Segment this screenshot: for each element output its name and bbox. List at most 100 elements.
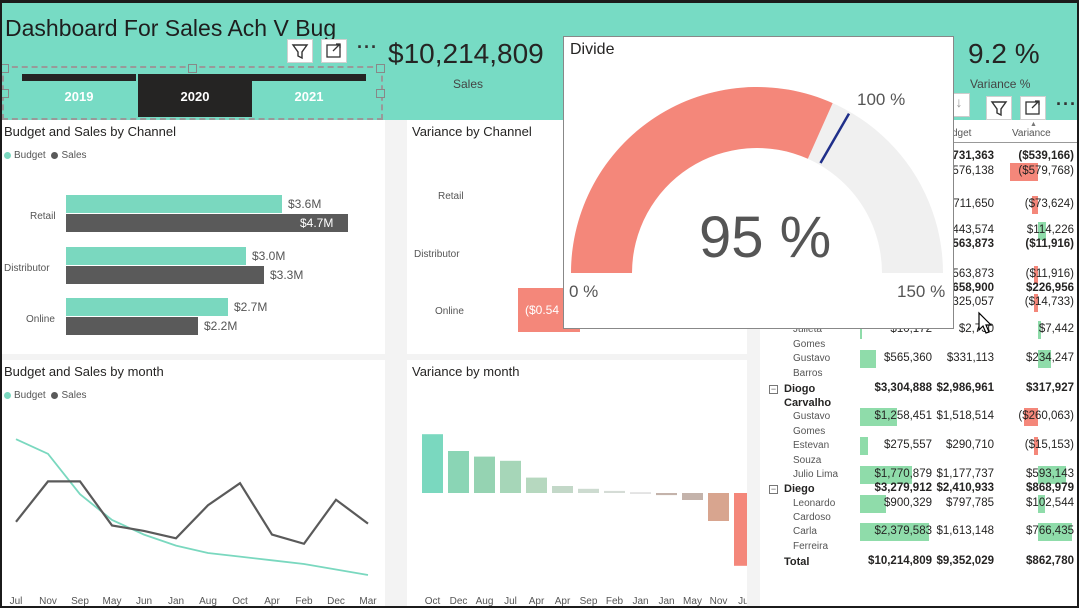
bar-budget-online[interactable] [66,298,228,316]
slicer-year-2020[interactable]: 2020 [138,74,252,117]
more-options-icon[interactable]: ··· [1056,94,1077,114]
gauge-target-line [819,113,851,164]
table-row[interactable]: Leonardo $900,329 $797,785 $102,544 [760,495,1077,513]
legend-dot-sales [51,391,59,399]
budget-sales-month-chart[interactable]: Jul Nov Sep May Jun Jan Aug Oct Apr Feb Dec Mar [2,360,385,606]
panel-title: Variance by Channel [412,124,532,139]
table-row[interactable]: − Diego $3,279,912 $2,410,933 $868,979 [760,482,1077,496]
x-tick-label: Oct [232,596,248,606]
cell-budget: $658,900 [946,282,994,294]
variance-data-bar [1034,266,1038,284]
variance-bar[interactable] [656,493,677,496]
collapse-icon[interactable]: − [769,484,778,494]
table-row[interactable]: Estevan $275,557 $290,710 ($15,153) [760,437,1077,455]
table-row[interactable]: ,576,138 ($579,768) [760,163,1077,181]
table-row[interactable]: ,731,363 ($539,166) [760,150,1077,164]
resize-handle[interactable] [188,64,197,73]
table-row[interactable]: Gomes [760,425,1077,439]
variance-bar[interactable] [552,486,573,493]
table-row[interactable]: $563,873 ($11,916) [760,238,1077,252]
cell-budget: $331,113 [946,352,994,364]
gauge-visual[interactable]: Divide 95 % 0 % 150 % 100 % [563,36,954,329]
sort-arrow-icon[interactable]: ▲ [1030,121,1037,128]
variance-bar[interactable] [708,493,729,521]
table-row[interactable]: Gustavo $1,258,451 $1,518,514 ($260,063) [760,408,1077,426]
variance-bar[interactable] [422,434,443,493]
x-tick-label: Aug [199,596,217,606]
variance-month-chart[interactable]: Oct Dec Aug Jul Apr Apr Sep Feb Jan Jan May Nov Jul [407,360,747,606]
table-row[interactable]: Ferreira [760,540,1077,554]
line-series-sales[interactable] [15,480,369,546]
variance-bar[interactable] [526,477,547,493]
table-row[interactable]: Total $10,214,809 $9,352,029 $862,780 [760,555,1077,569]
bar-sales-retail[interactable] [66,214,348,232]
collapse-icon[interactable]: − [769,384,778,394]
row-label: Carla [793,526,817,537]
resize-handle[interactable] [376,89,385,98]
chart-legend: Budget Sales [4,150,87,161]
bar-budget-distributor[interactable] [66,247,246,265]
variance-bar[interactable] [734,493,747,566]
resize-handle[interactable] [2,89,9,98]
cell-variance: ($15,153) [1024,439,1074,451]
table-row[interactable]: Souza [760,454,1077,468]
sales-data-bar [860,350,877,368]
x-tick-label: Jan [168,596,184,606]
legend-label-budget: Budget [14,150,46,161]
focus-mode-icon[interactable] [1020,96,1046,120]
table-row[interactable]: $658,900 $226,956 [760,282,1077,296]
dashboard-title: Dashboard For Sales Ach V Bug [5,15,337,41]
variance-bar[interactable] [630,492,651,494]
filter-icon[interactable] [287,39,313,63]
year-slicer: 2019 2020 2021 [2,66,383,120]
table-row[interactable]: $563,873 ($11,916) [760,266,1077,284]
variance-bar[interactable] [604,490,625,493]
budget-sales-channel-panel: Budget and Sales by Channel Budget Sales… [2,120,385,354]
more-options-icon[interactable]: ··· [357,37,378,57]
table-row[interactable]: − Diogo $3,304,888 $2,986,961 $317,927 [760,382,1077,396]
bar-sales-distributor[interactable] [66,266,264,284]
cell-budget: 325,057 [952,296,994,308]
table-row[interactable]: Cardoso [760,511,1077,525]
x-tick-label: Nov [39,596,57,606]
cell-variance: $234,247 [1026,352,1074,364]
resize-handle[interactable] [2,64,9,73]
focus-mode-icon[interactable] [321,39,347,63]
table-row[interactable]: Gustavo $565,360 $331,113 $234,247 [760,350,1077,368]
variance-bar[interactable] [682,493,703,500]
cell-budget: $2,410,933 [936,482,994,494]
table-row[interactable]: $443,574 $114,226 [760,222,1077,240]
cell-variance: $317,927 [1026,382,1074,394]
variance-bar[interactable] [474,456,495,493]
slicer-year-2019[interactable]: 2019 [22,74,136,117]
variance-bar[interactable] [448,451,469,493]
row-label: Barros [793,368,823,379]
x-tick-label: Mar [359,596,377,606]
row-label: Gustavo [793,411,831,422]
slicer-year-2021[interactable]: 2021 [252,74,366,117]
table-row[interactable]: Barros [760,367,1077,381]
table-row[interactable]: Julio Lima $1,770,879 $1,177,737 $593,143 [760,466,1077,484]
column-header-variance[interactable]: Variance [1012,128,1051,139]
column-header-budget[interactable]: dget [952,128,972,139]
table-row[interactable]: 325,057 ($14,733) [760,294,1077,312]
resize-handle[interactable] [376,64,385,73]
cell-budget: $1,613,148 [936,525,994,537]
row-label: Diogo [784,383,816,395]
table-row[interactable]: Carvalho [760,396,1077,410]
table-row[interactable]: $711,650 ($73,624) [760,196,1077,214]
variance-data-bar [1010,163,1038,181]
x-tick-label: Aug [476,596,494,606]
cell-budget: $2,986,961 [936,382,994,394]
line-series-budget[interactable] [15,438,369,576]
filter-icon[interactable] [986,96,1012,120]
table-row[interactable]: Gomes [760,338,1077,352]
cell-variance: ($11,916) [1025,268,1074,280]
table-row[interactable]: Carla $2,379,583 $1,613,148 $766,435 [760,523,1077,541]
bar-budget-retail[interactable] [66,195,282,213]
variance-bar[interactable] [500,460,521,493]
x-tick-label: Sep [580,596,598,606]
cell-budget: $1,177,737 [936,468,994,480]
bar-sales-online[interactable] [66,317,198,335]
variance-bar[interactable] [578,488,599,493]
